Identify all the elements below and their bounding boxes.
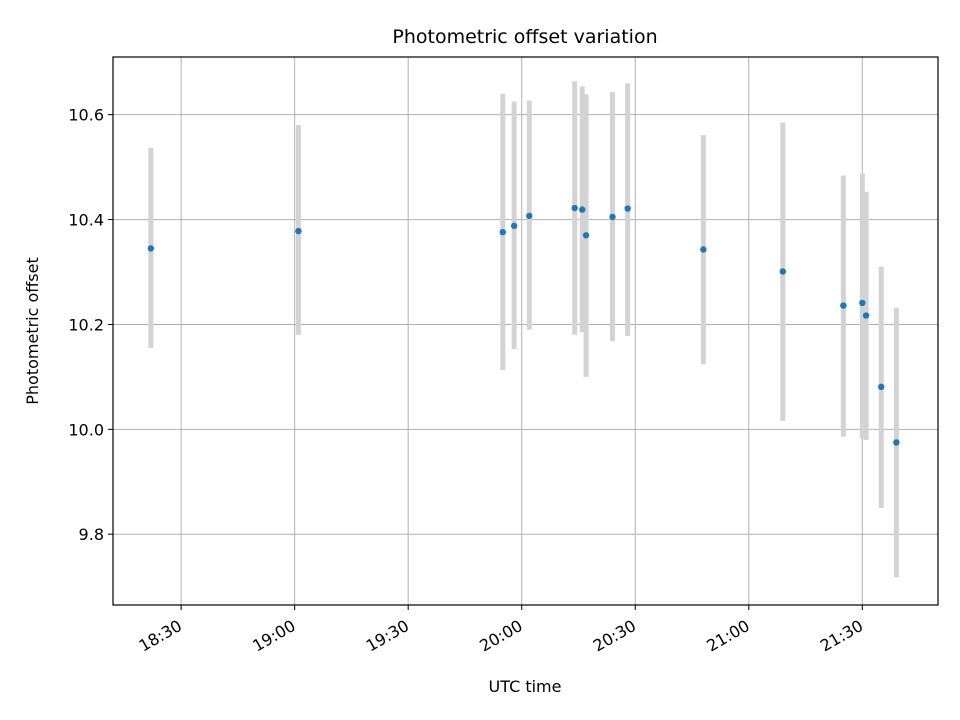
data-point [862,312,870,319]
y-tick-label: 9.8 [79,525,104,544]
y-tick-label: 10.2 [68,315,104,334]
data-point [526,212,533,220]
data-point [700,246,707,253]
y-axis: 9.8 10.0 10.2 10.4 10.6 [68,106,113,544]
data-point [571,204,578,212]
data-point [609,213,616,221]
y-tick-label: 10.4 [68,211,104,230]
data-point [579,206,586,213]
data-point [878,383,885,391]
data-point [499,228,506,236]
chart-title: Photometric offset variation [392,26,657,48]
data-point [510,222,518,230]
data-point [147,245,155,252]
data-point [859,299,866,307]
data-point [582,232,590,239]
data-point [779,268,787,275]
data-point [624,205,631,212]
data-point [893,439,900,446]
y-axis-label: Photometric offset [23,257,42,405]
y-tick-label: 10.0 [68,420,104,439]
data-point [295,227,302,235]
grid-layer [113,57,938,605]
point-layer [147,204,900,446]
x-axis-label: UTC time [489,677,562,696]
plot-frame [112,56,939,606]
data-point [840,302,847,309]
y-tick-label: 10.6 [68,106,104,125]
